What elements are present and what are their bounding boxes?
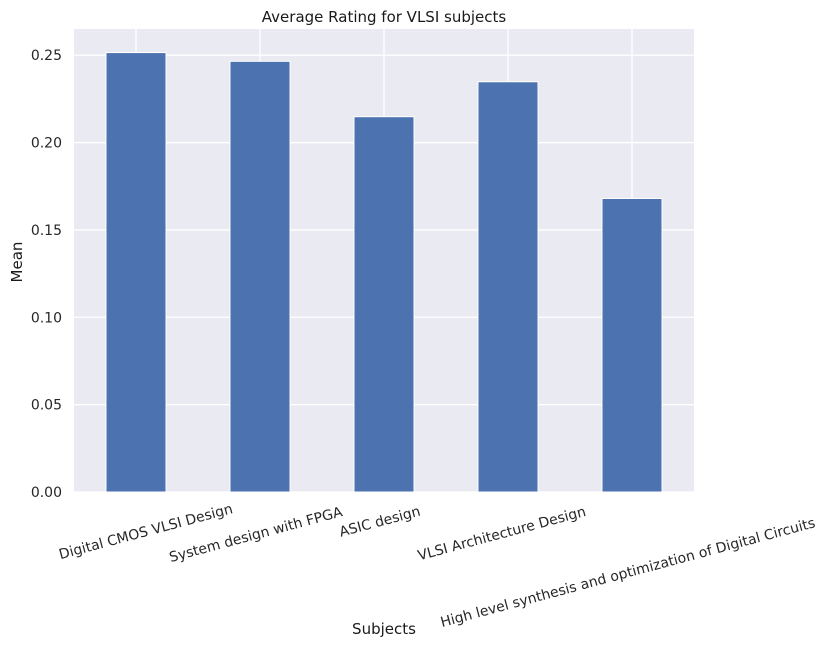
bar [353, 116, 415, 493]
y-tick-label: 0.10 [31, 310, 62, 326]
bar [105, 52, 167, 493]
y-axis-label: Mean [8, 242, 26, 283]
y-tick-label: 0.00 [31, 485, 62, 501]
bar [477, 81, 539, 493]
x-tick-label: VLSI Architecture Design [416, 504, 588, 564]
x-axis-label: Subjects [352, 620, 416, 638]
y-tick-label: 0.20 [31, 136, 62, 152]
bars [105, 52, 663, 493]
bar [601, 197, 663, 493]
y-tick-label: 0.05 [31, 398, 62, 414]
y-tick-label: 0.15 [31, 223, 62, 239]
y-tick-label: 0.25 [31, 48, 62, 64]
chart-title: Average Rating for VLSI subjects [262, 8, 507, 26]
bar [229, 60, 291, 493]
x-tick-label: ASIC design [338, 504, 423, 541]
y-tick-labels: 0.00 0.05 0.10 0.15 0.20 0.25 [31, 48, 62, 501]
